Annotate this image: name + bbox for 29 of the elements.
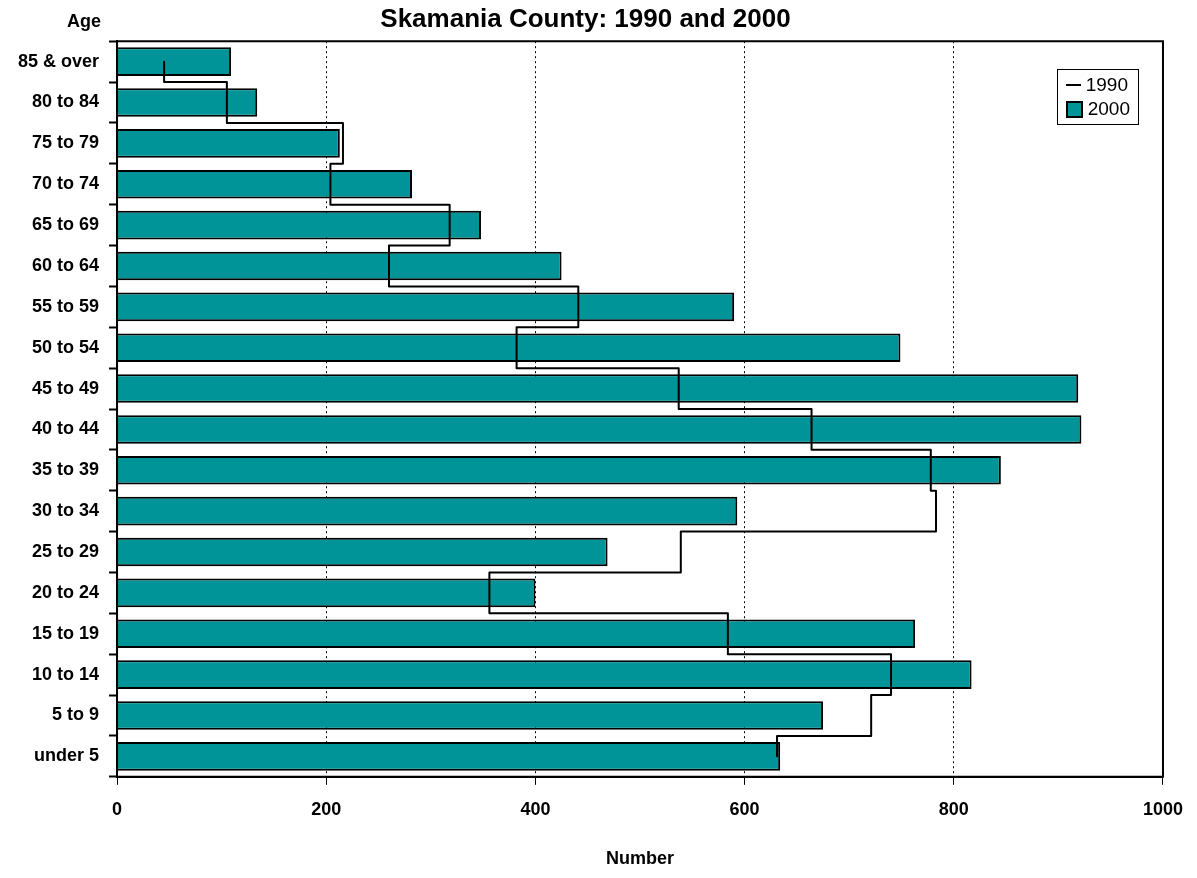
y-tick-label: 5 to 9 [52,704,100,725]
x-tick-label: 1000 [1142,798,1183,819]
y-tick-label: 75 to 79 [32,132,100,153]
y-tick-label: 55 to 59 [32,295,100,316]
y-tick-label: 65 to 69 [32,214,100,235]
y-tick-label: 45 to 49 [32,377,100,398]
x-tick-label: 200 [311,798,342,819]
y-tick-label: 10 to 14 [32,663,100,684]
y-axis-title: Age [66,10,102,31]
x-tick-label: 800 [938,798,969,819]
y-tick-label: 25 to 29 [32,541,100,561]
y-tick-label: 70 to 74 [32,173,100,194]
x-tick-label: 400 [520,798,551,819]
x-tick-label: 0 [112,798,123,819]
x-axis-title: Number [606,848,675,869]
legend-label: 1990 [1085,73,1128,98]
y-tick-label: 60 to 64 [32,254,100,275]
y-tick-label: 35 to 39 [32,459,100,480]
chart-title: Skamania County: 1990 and 2000 [380,2,791,33]
y-tick-label: 80 to 84 [32,91,100,112]
y-tick-label: under 5 [34,745,100,766]
legend-label: 2000 [1087,97,1130,122]
x-tick-label: 600 [729,798,760,819]
y-tick-label: 50 to 54 [32,336,100,357]
y-tick-label: 20 to 24 [32,581,100,602]
y-tick-label: 85 & over [18,50,100,71]
y-tick-label: 30 to 34 [32,500,100,521]
y-tick-label: 40 to 44 [32,418,100,439]
y-tick-label: 15 to 19 [32,622,100,643]
